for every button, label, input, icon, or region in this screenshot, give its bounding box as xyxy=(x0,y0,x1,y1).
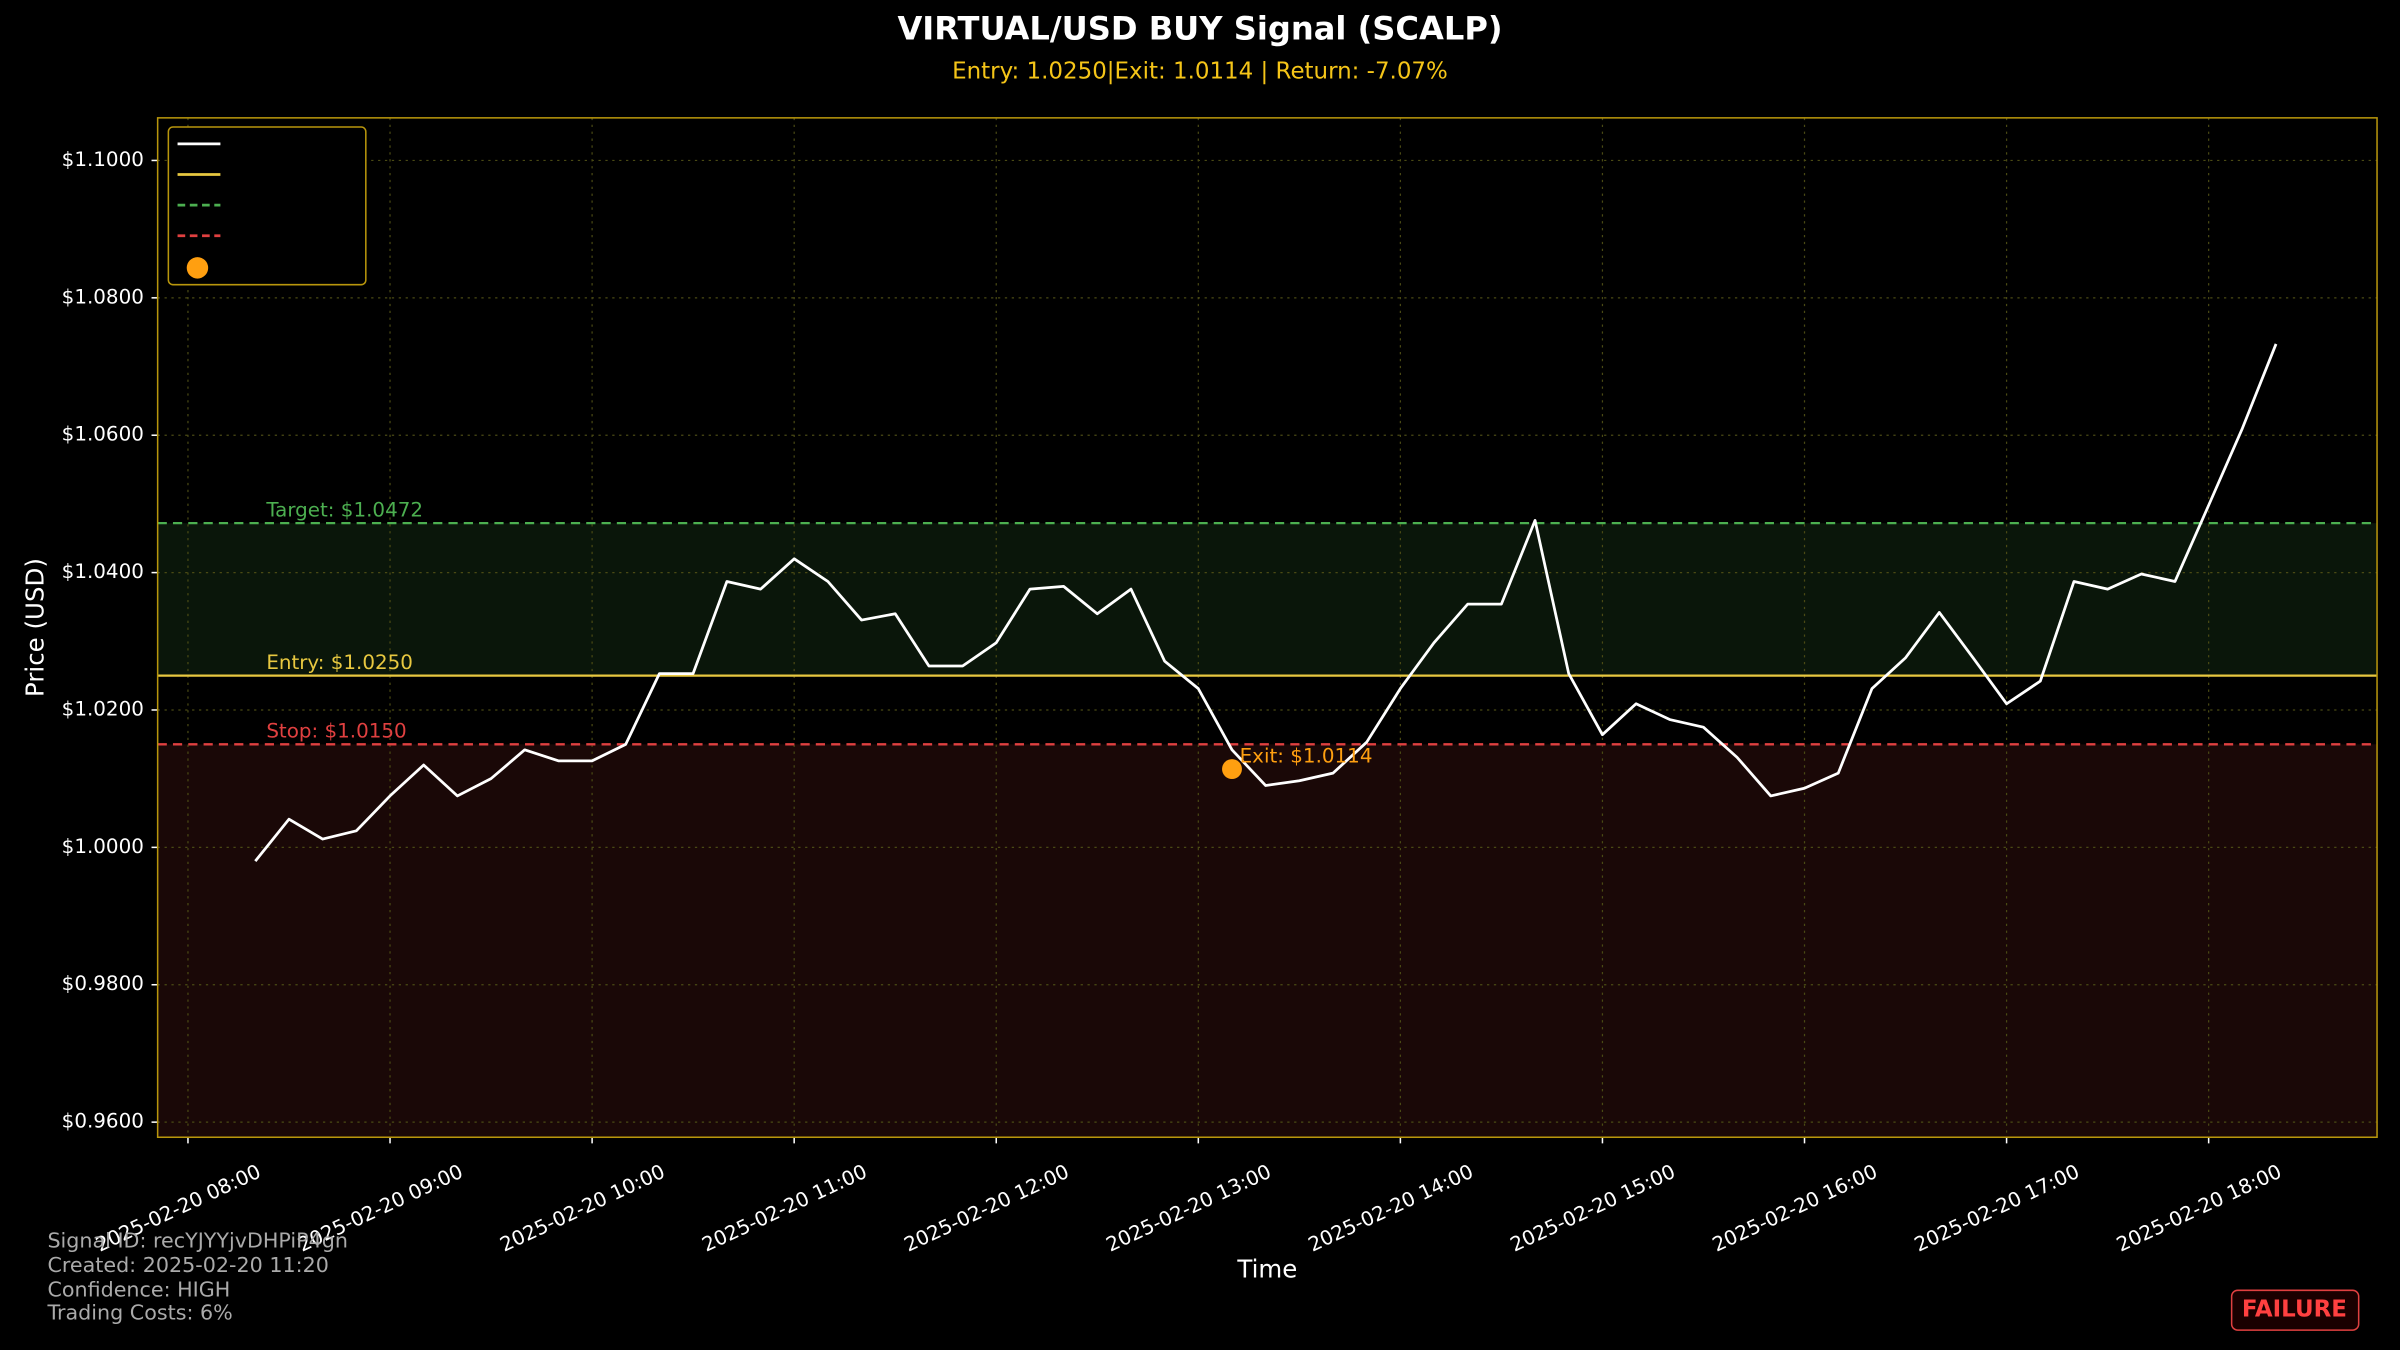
info-line: Signal ID: recYJYYjvDHPiP4gn xyxy=(47,1228,348,1252)
y-tick-label: $0.9800 xyxy=(62,972,144,995)
x-axis-label: Time xyxy=(1236,1254,1297,1283)
info-line: Trading Costs: 6% xyxy=(46,1300,232,1324)
y-tick-label: $1.0600 xyxy=(62,423,144,446)
y-tick-label: $1.0800 xyxy=(62,285,144,308)
y-tick-label: $1.0200 xyxy=(62,697,144,720)
status-badge xyxy=(2230,1289,2360,1331)
level-label: Target: $1.0472 xyxy=(265,498,423,521)
target-zone xyxy=(157,523,2378,676)
status-text: FAILURE xyxy=(2242,1297,2347,1323)
y-tick-label: $1.0400 xyxy=(62,560,144,583)
y-axis-label: Price (USD) xyxy=(21,558,50,697)
stop-zone xyxy=(157,744,2378,1138)
legend-swatch xyxy=(186,257,209,279)
chart-title: VIRTUAL/USD BUY Signal (SCALP) xyxy=(897,10,1502,48)
y-tick-label: $0.9600 xyxy=(62,1110,144,1133)
info-line: Confidence: HIGH xyxy=(47,1277,230,1301)
chart-subtitle: Entry: 1.0250|Exit: 1.0114 | Return: -7.… xyxy=(952,58,1448,84)
price-line xyxy=(254,343,2278,862)
exit-label: Exit: $1.0114 xyxy=(1240,744,1373,767)
level-label: Entry: $1.0250 xyxy=(266,651,413,674)
legend-box xyxy=(167,126,367,286)
plot-frame xyxy=(156,117,2378,1139)
level-label: Stop: $1.0150 xyxy=(266,720,406,743)
y-tick-label: $1.1000 xyxy=(62,148,144,171)
info-line: Created: 2025-02-20 11:20 xyxy=(47,1253,328,1277)
exit-marker xyxy=(1222,759,1242,780)
y-tick-label: $1.0000 xyxy=(62,835,144,858)
